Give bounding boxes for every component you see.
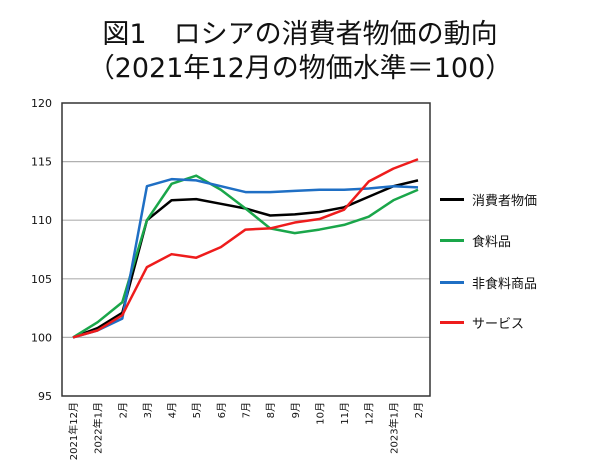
y-tick-label: 95 — [38, 390, 52, 403]
legend-label: サービス — [472, 317, 525, 332]
legend-item: 食料品 — [440, 231, 511, 250]
y-tick-label: 105 — [31, 273, 52, 286]
chart-subtitle: （2021年12月の物価水準＝100） — [87, 53, 513, 84]
x-tick-label: 12月 — [364, 402, 376, 425]
chart-title: 図1 ロシアの消費者物価の動向 — [102, 19, 498, 50]
series-line-0 — [72, 179, 419, 339]
x-tick-label: 10月 — [314, 402, 326, 425]
x-tick-label: 9月 — [290, 402, 302, 418]
legend-swatch — [440, 239, 464, 242]
x-tick-label: 4月 — [167, 402, 179, 418]
legend-swatch — [440, 198, 464, 201]
x-tick-label: 2021年12月 — [67, 402, 80, 460]
x-tick-label: 11月 — [339, 402, 351, 425]
y-tick-label: 115 — [31, 156, 52, 169]
legend-label: 消費者物価 — [472, 194, 538, 209]
x-tick-label: 2月 — [413, 402, 425, 418]
x-tick-label: 2月 — [117, 402, 129, 418]
y-tick-label: 120 — [31, 97, 52, 110]
series-line-1 — [72, 174, 419, 339]
series-line-3 — [72, 158, 419, 339]
legend-label: 非食料商品 — [472, 277, 538, 292]
legend-label: 食料品 — [472, 235, 512, 250]
plot-frame — [61, 102, 431, 397]
x-tick-label: 2023年1月 — [387, 402, 400, 454]
x-tick-label: 2022年1月 — [92, 402, 105, 454]
legend-swatch — [440, 281, 464, 284]
x-tick-label: 5月 — [191, 402, 203, 418]
x-tick-label: 3月 — [142, 402, 154, 418]
x-tick-label: 6月 — [216, 402, 228, 418]
y-tick-label: 110 — [31, 214, 52, 227]
y-tick-label: 100 — [31, 331, 52, 344]
legend-swatch — [440, 321, 464, 324]
x-tick-label: 7月 — [241, 402, 253, 418]
series-line-2 — [72, 177, 419, 339]
legend-item: サービス — [440, 313, 524, 332]
x-tick-label: 8月 — [265, 402, 277, 418]
legend-item: 消費者物価 — [440, 190, 537, 209]
legend-item: 非食料商品 — [440, 273, 537, 292]
